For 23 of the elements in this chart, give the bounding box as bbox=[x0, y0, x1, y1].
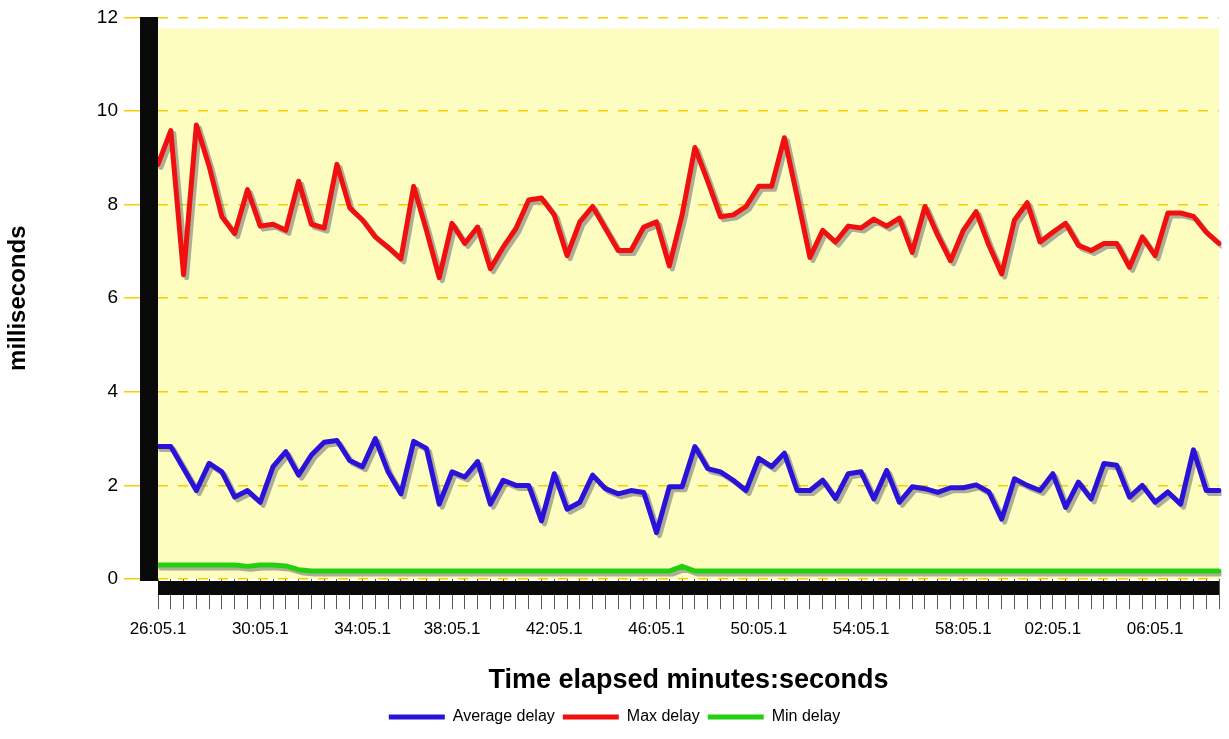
y-tick-label: 10 bbox=[96, 99, 118, 121]
y-tick-label: 4 bbox=[107, 380, 119, 402]
legend-label: Average delay bbox=[452, 707, 555, 725]
legend-label: Min delay bbox=[771, 707, 841, 725]
x-tick-label: 26:05.1 bbox=[129, 618, 187, 638]
y-tick-label: 2 bbox=[107, 473, 118, 495]
x-tick-label: 34:05.1 bbox=[334, 618, 391, 638]
x-tick-label: 58:05.1 bbox=[934, 618, 992, 638]
y-tick-label: 12 bbox=[96, 5, 118, 27]
y-tick-label: 8 bbox=[107, 192, 118, 214]
y-axis-title: milliseconds bbox=[3, 225, 31, 371]
x-tick-label: 02:05.1 bbox=[1024, 618, 1082, 638]
legend-label: Max delay bbox=[626, 707, 700, 725]
x-tick-label: 46:05.1 bbox=[628, 618, 685, 638]
x-tick-label: 42:05.1 bbox=[525, 618, 583, 638]
x-tick-label: 30:05.1 bbox=[231, 618, 289, 638]
y-tick-label: 6 bbox=[107, 286, 118, 308]
x-tick-label: 38:05.1 bbox=[423, 618, 481, 638]
x-tick-label: 50:05.1 bbox=[730, 618, 788, 638]
x-axis-title: Time elapsed minutes:seconds bbox=[488, 664, 889, 695]
x-tick-label: 06:05.1 bbox=[1126, 618, 1184, 638]
x-tick-label: 54:05.1 bbox=[832, 618, 890, 638]
y-tick-label: 0 bbox=[107, 567, 118, 589]
